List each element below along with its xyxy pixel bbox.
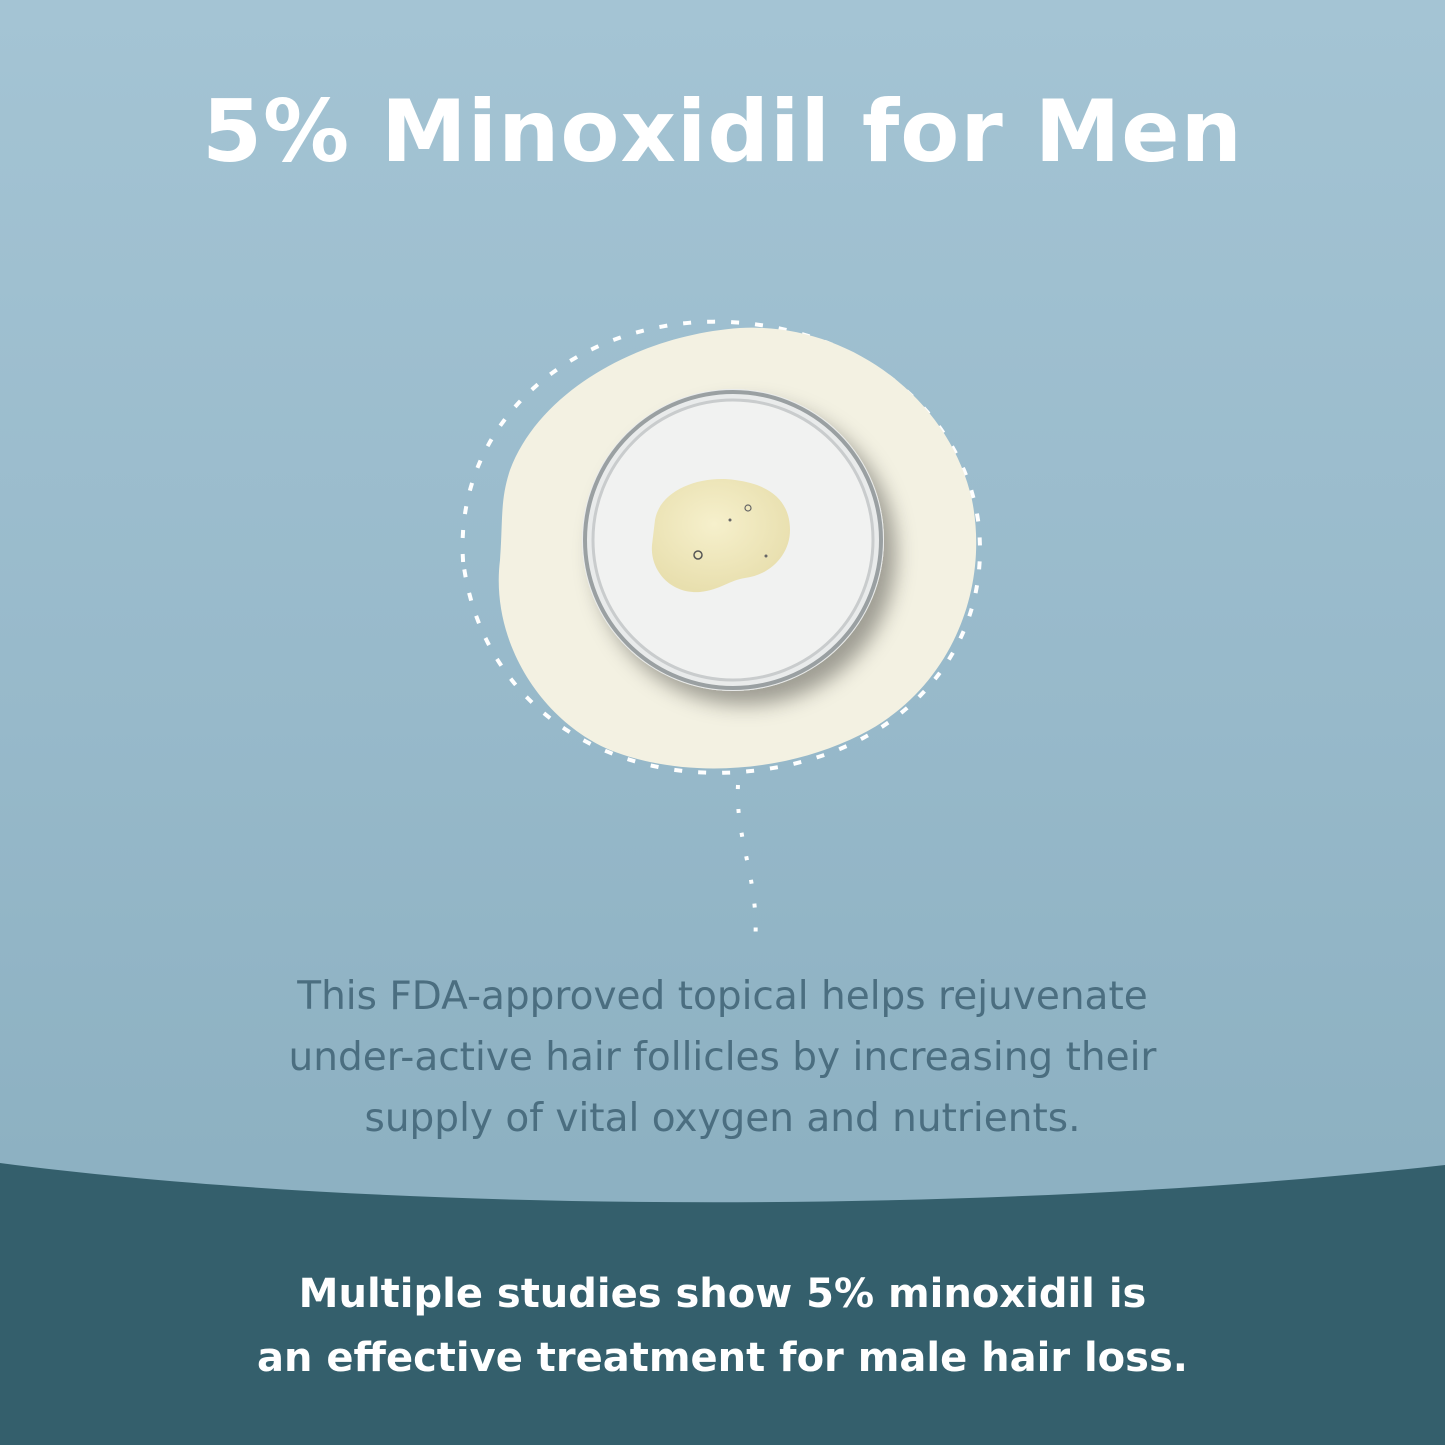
description-line: under-active hair follicles by increasin…	[288, 1035, 1157, 1080]
description-line: supply of vital oxygen and nutrients.	[364, 1096, 1081, 1141]
footer-statement: Multiple studies show 5% minoxidil is an…	[0, 1262, 1445, 1390]
footer-line: an effective treatment for male hair los…	[257, 1335, 1188, 1381]
serum-drop	[651, 479, 790, 593]
description: This FDA-approved topical helps rejuvena…	[0, 966, 1445, 1149]
description-line: This FDA-approved topical helps rejuvena…	[297, 974, 1148, 1019]
dotted-outline	[460, 319, 982, 775]
footer-line: Multiple studies show 5% minoxidil is	[298, 1271, 1147, 1317]
page-title: 5% Minoxidil for Men	[202, 82, 1243, 182]
